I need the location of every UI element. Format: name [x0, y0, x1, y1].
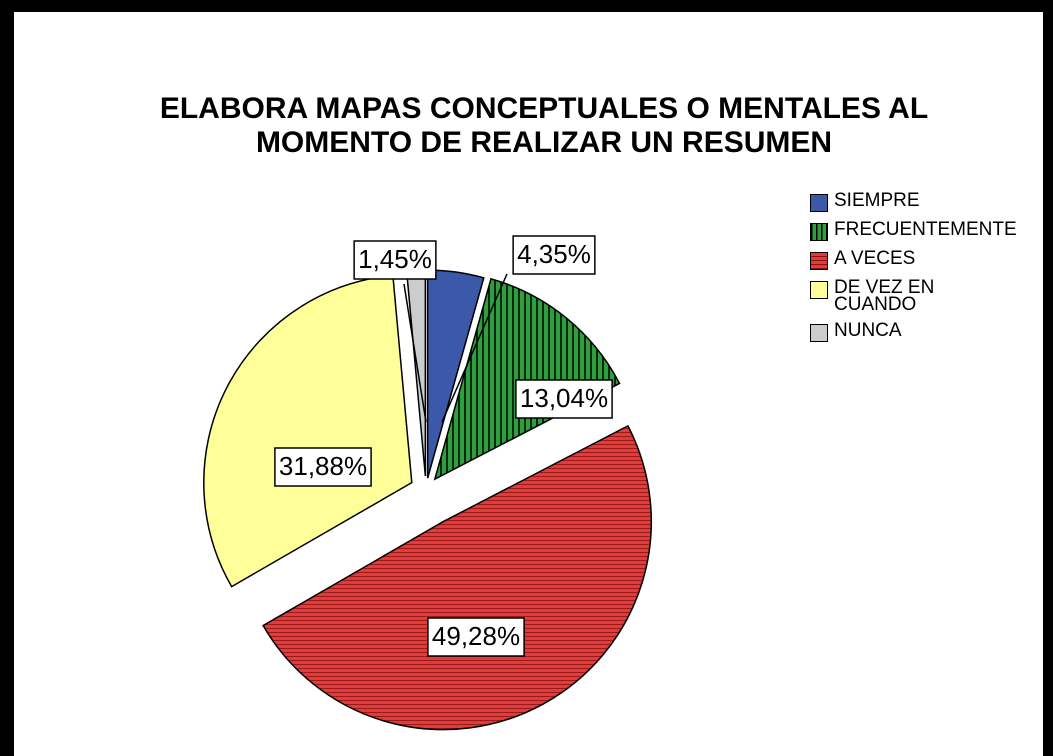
legend-label: DE VEZ EN CUANDO [834, 277, 935, 315]
data-label-box [274, 447, 372, 487]
legend-item: SIEMPRE [810, 192, 1042, 212]
data-label-box [353, 240, 437, 280]
legend-item: A VECES [810, 248, 1042, 270]
legend-label: FRECUENTEMENTE [834, 219, 1017, 240]
data-label-group: 31,88% [274, 447, 372, 487]
legend-label: NUNCA [834, 320, 902, 341]
leader-line [441, 273, 508, 423]
pie-slice [262, 424, 652, 731]
legend-item: DE VEZ EN CUANDO [810, 277, 1042, 315]
chart-title: ELABORA MAPAS CONCEPTUALES O MENTALES AL… [159, 92, 929, 159]
data-label-group: 1,45% [353, 240, 437, 280]
pie-slice [405, 267, 427, 477]
data-label: 13,04% [520, 383, 608, 413]
legend-swatch [810, 194, 828, 212]
legend-label: A VECES [834, 248, 916, 269]
data-label: 31,88% [279, 451, 367, 481]
chart: 4,35% 13,04% 49,28% 31,88% 1,45% [203, 235, 652, 731]
legend-label: SIEMPRE [834, 192, 920, 211]
legend-swatch [810, 324, 828, 342]
data-label-box [427, 617, 525, 657]
data-label-group: 4,35% [512, 235, 596, 275]
legend-swatch [810, 223, 828, 241]
legend-swatch [810, 281, 828, 299]
legend-item: NUNCA [810, 320, 1042, 342]
legend-swatch [810, 252, 828, 270]
data-label-box [515, 379, 613, 419]
data-label: 49,28% [432, 621, 520, 651]
data-label-group: 49,28% [427, 617, 525, 657]
data-label: 1,45% [358, 244, 432, 274]
data-label-group: 13,04% [515, 379, 613, 419]
legend-item: FRECUENTEMENTE [810, 219, 1042, 241]
data-label-box [512, 235, 596, 275]
pie-slice [203, 274, 413, 588]
leader-line [403, 283, 427, 423]
data-label: 4,35% [517, 239, 591, 269]
legend: SIEMPRE FRECUENTEMENTE A VECES DE VEZ EN CU… [810, 192, 1042, 351]
